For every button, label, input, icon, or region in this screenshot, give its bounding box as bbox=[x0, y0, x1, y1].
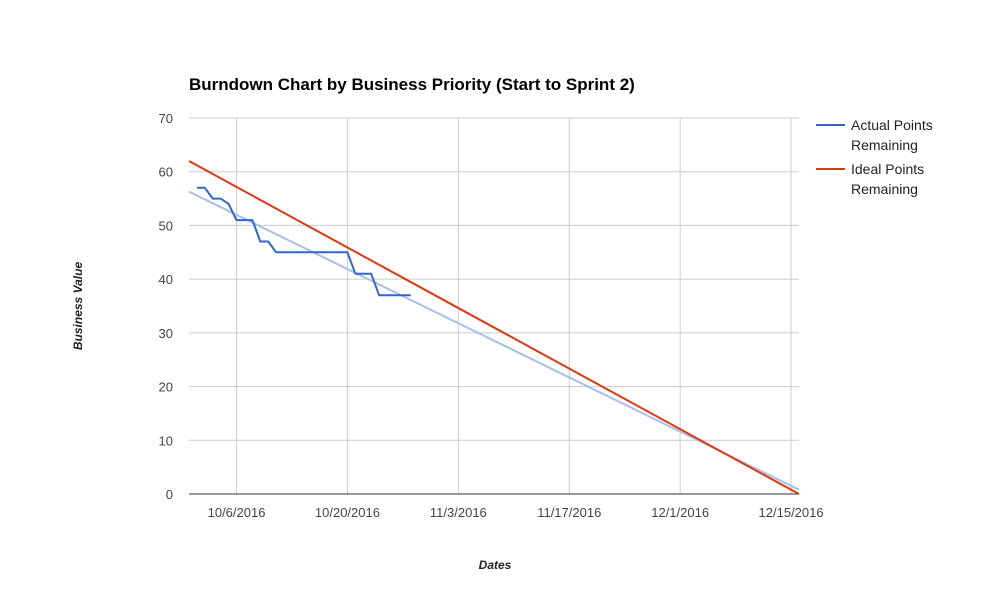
y-tick-label: 40 bbox=[159, 272, 173, 287]
x-tick-label: 10/6/2016 bbox=[208, 505, 266, 520]
y-axis-label: Business Value bbox=[71, 262, 85, 351]
chart-grid bbox=[189, 117, 799, 495]
y-tick-label: 60 bbox=[159, 165, 173, 180]
y-tick-label: 50 bbox=[159, 218, 173, 233]
x-axis-ticks: 10/6/2016 10/20/2016 11/3/2016 11/17/2016 12… bbox=[208, 505, 824, 520]
chart-legend: Actual Points Remaining Ideal Points Remain… bbox=[816, 117, 933, 197]
chart-title: Burndown Chart by Business Priority (Sta… bbox=[189, 75, 635, 94]
x-tick-label: 11/17/2016 bbox=[537, 505, 601, 520]
series-line-ideal-points bbox=[188, 160, 800, 495]
y-tick-label: 20 bbox=[159, 380, 173, 395]
trendline bbox=[188, 190, 800, 491]
legend-label: Ideal Points Remaining bbox=[851, 161, 924, 197]
chart-series bbox=[188, 160, 800, 495]
y-tick-label: 70 bbox=[159, 111, 173, 126]
x-tick-label: 12/1/2016 bbox=[651, 505, 709, 520]
y-tick-label: 0 bbox=[166, 487, 173, 502]
x-tick-label: 10/20/2016 bbox=[315, 505, 380, 520]
series-line-actual-points bbox=[196, 186, 411, 297]
x-tick-label: 11/3/2016 bbox=[430, 505, 487, 520]
x-axis-label: Dates bbox=[479, 558, 512, 572]
legend-label: Actual Points Remaining bbox=[851, 117, 933, 153]
y-axis-ticks: 0 10 20 30 40 50 60 70 bbox=[159, 111, 173, 502]
x-tick-label: 12/15/2016 bbox=[759, 505, 824, 520]
y-tick-label: 10 bbox=[159, 433, 173, 448]
y-tick-label: 30 bbox=[159, 326, 173, 341]
